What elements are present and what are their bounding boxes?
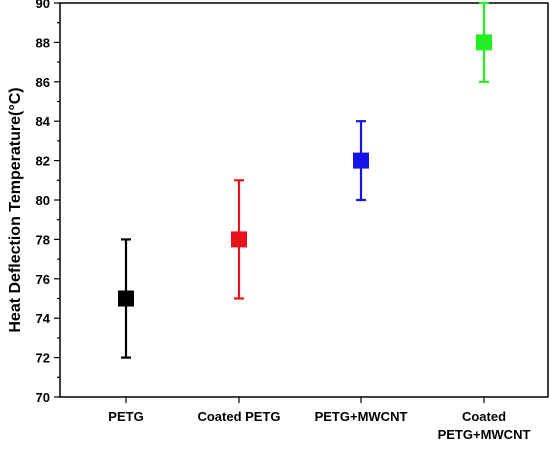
y-tick-label: 72 [36, 351, 50, 366]
series [118, 1, 492, 359]
y-tick-label: 76 [36, 272, 50, 287]
y-axis-title: Heat Deflection Temperature(°C) [7, 87, 24, 332]
data-point [476, 34, 492, 51]
y-axis: 70 72 74 76 78 80 82 84 86 88 90 [36, 0, 60, 405]
x-tick-label: Coated [462, 409, 506, 424]
y-tick-label: 78 [36, 232, 50, 247]
x-axis: PETG Coated PETG PETG+MWCNT Coated PETG+MWCN… [108, 397, 530, 442]
y-tick-label: 82 [36, 154, 50, 169]
y-tick-label: 88 [36, 35, 50, 50]
y-tick-label: 90 [36, 0, 50, 11]
data-point-group [118, 238, 134, 359]
x-tick-label: PETG+MWCNT [438, 427, 531, 442]
y-tick-label: 70 [36, 390, 50, 405]
y-tick-label: 86 [36, 75, 50, 90]
data-point [118, 290, 134, 307]
data-point-group [353, 120, 369, 202]
data-point-group [231, 179, 247, 300]
plot-frame [59, 2, 549, 398]
x-tick-label: PETG+MWCNT [315, 409, 408, 424]
y-tick-label: 80 [36, 193, 50, 208]
x-tick-label: PETG [108, 409, 143, 424]
y-tick-label: 84 [36, 114, 51, 129]
y-tick-label: 74 [36, 311, 51, 326]
data-point [231, 231, 247, 248]
data-point [353, 152, 369, 169]
plot-area-border [59, 2, 549, 398]
x-tick-label: Coated PETG [197, 409, 280, 424]
data-point-group [476, 1, 492, 83]
